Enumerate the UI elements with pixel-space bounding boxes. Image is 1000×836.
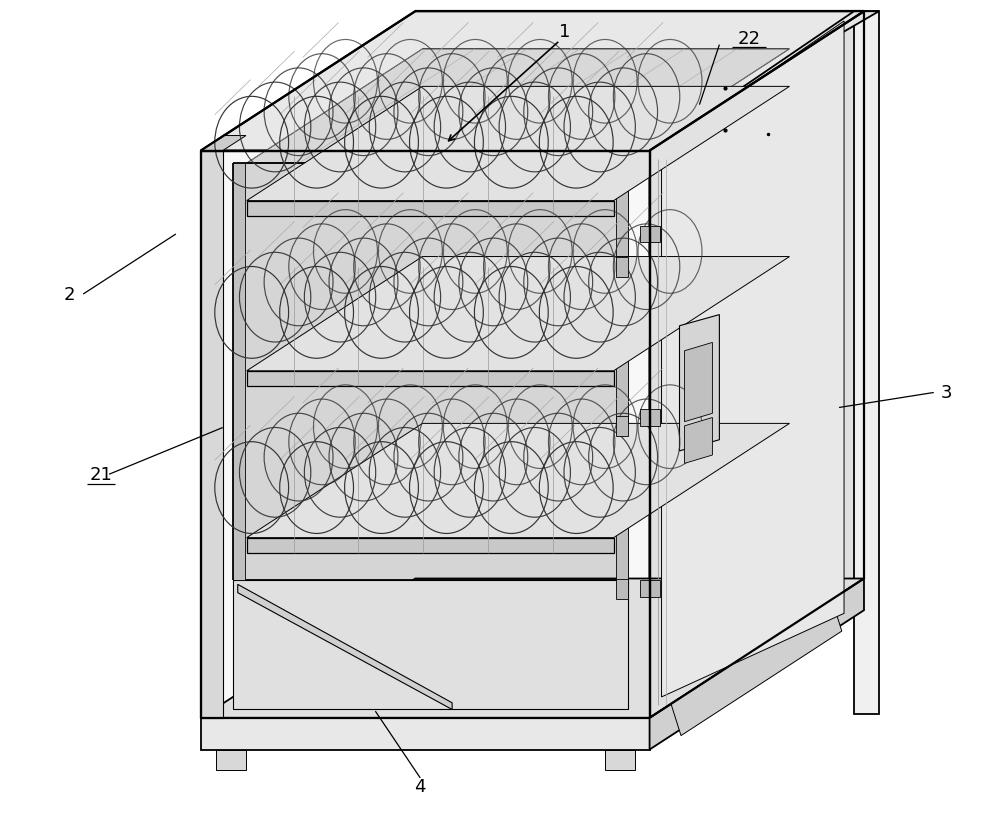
Polygon shape xyxy=(616,416,628,436)
Polygon shape xyxy=(854,13,879,714)
Polygon shape xyxy=(616,579,628,599)
Text: 1: 1 xyxy=(559,23,571,41)
Polygon shape xyxy=(247,50,789,164)
Polygon shape xyxy=(650,13,864,718)
Polygon shape xyxy=(640,580,660,597)
Polygon shape xyxy=(616,164,628,580)
Polygon shape xyxy=(247,371,614,386)
Polygon shape xyxy=(247,201,614,217)
Polygon shape xyxy=(650,13,879,151)
Polygon shape xyxy=(201,151,650,718)
Polygon shape xyxy=(662,22,844,697)
Polygon shape xyxy=(247,87,789,201)
Polygon shape xyxy=(201,718,650,750)
Polygon shape xyxy=(201,13,864,151)
Polygon shape xyxy=(238,584,452,710)
Polygon shape xyxy=(640,227,660,243)
Polygon shape xyxy=(247,257,789,371)
Polygon shape xyxy=(650,579,864,750)
Polygon shape xyxy=(684,343,712,422)
Polygon shape xyxy=(233,164,245,580)
Polygon shape xyxy=(201,151,223,718)
Polygon shape xyxy=(680,315,719,451)
Text: 22: 22 xyxy=(738,30,761,48)
Polygon shape xyxy=(216,750,246,771)
Polygon shape xyxy=(247,538,614,553)
Polygon shape xyxy=(247,424,789,538)
Polygon shape xyxy=(671,599,842,736)
Polygon shape xyxy=(605,750,635,771)
Polygon shape xyxy=(233,580,628,710)
Polygon shape xyxy=(684,418,712,464)
Text: 4: 4 xyxy=(414,777,426,795)
Polygon shape xyxy=(201,579,864,718)
Polygon shape xyxy=(616,258,628,278)
Polygon shape xyxy=(201,136,246,151)
Text: 21: 21 xyxy=(90,466,113,484)
Text: 2: 2 xyxy=(63,286,75,303)
Text: 3: 3 xyxy=(941,384,953,402)
Polygon shape xyxy=(640,410,660,426)
Polygon shape xyxy=(233,164,628,580)
